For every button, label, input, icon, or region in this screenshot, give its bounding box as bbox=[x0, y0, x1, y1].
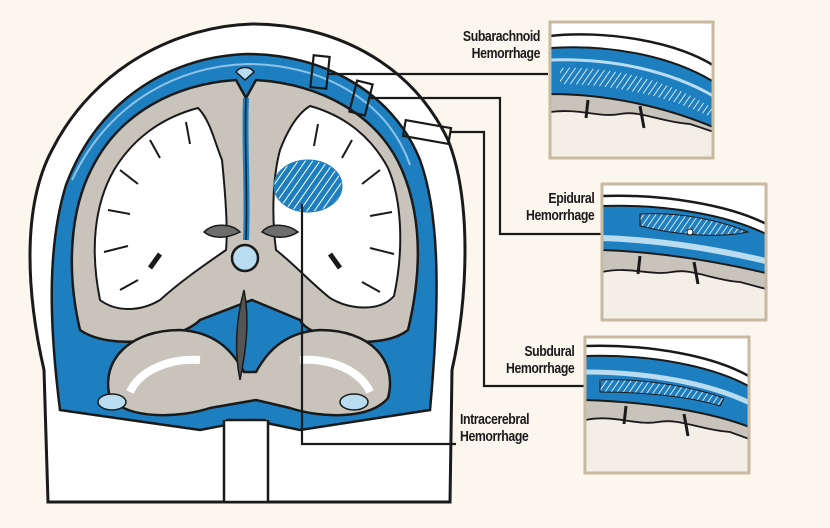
third-ventricle bbox=[230, 243, 260, 273]
label-epidural-line1: Epidural bbox=[548, 190, 594, 207]
callout-markers bbox=[309, 54, 453, 146]
label-intracerebral-line1: Intracerebral bbox=[460, 411, 530, 428]
label-intracerebral-hemorrhage: Intracerebral Hemorrhage bbox=[460, 411, 530, 445]
label-intracerebral-line2: Hemorrhage bbox=[460, 428, 529, 445]
label-epidural-line2: Hemorrhage bbox=[525, 207, 595, 224]
white-matter-right bbox=[272, 104, 402, 309]
label-epidural-hemorrhage: Epidural Hemorrhage bbox=[525, 190, 595, 224]
label-subarachnoid-line1: Subarachnoid bbox=[462, 28, 541, 45]
inset-subarachnoid bbox=[548, 20, 715, 160]
intracerebral-hematoma bbox=[273, 159, 343, 213]
cerebellum bbox=[106, 328, 392, 417]
leader-lines bbox=[300, 72, 620, 446]
fourth-ventricle bbox=[235, 289, 248, 381]
inset-subdural bbox=[583, 335, 751, 475]
label-subarachnoid-line2: Hemorrhage bbox=[471, 45, 541, 62]
spinal-cord bbox=[222, 418, 270, 504]
label-subarachnoid-hemorrhage: Subarachnoid Hemorrhage bbox=[462, 28, 541, 62]
lateral-ventricle-right bbox=[260, 224, 300, 238]
head-cross-section bbox=[28, 22, 467, 504]
label-subdural-line2: Hemorrhage bbox=[505, 360, 575, 377]
white-matter-left bbox=[93, 106, 228, 310]
inset-epidural bbox=[600, 182, 768, 322]
label-subdural-line1: Subdural bbox=[523, 343, 574, 360]
lateral-ventricle-left bbox=[202, 224, 242, 238]
label-subdural-hemorrhage: Subdural Hemorrhage bbox=[505, 343, 575, 377]
